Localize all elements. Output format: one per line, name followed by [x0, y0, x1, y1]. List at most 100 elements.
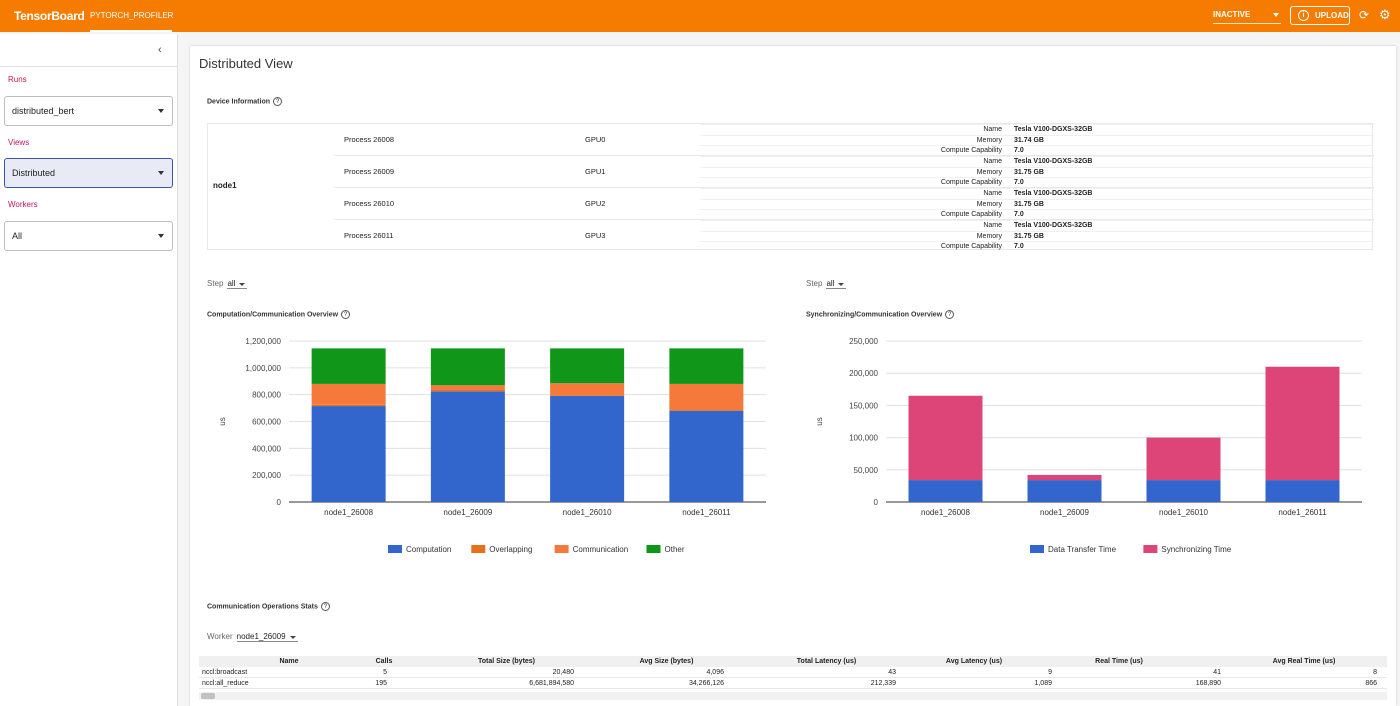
column-header[interactable]: Avg Real Time (us) — [1272, 658, 1336, 665]
device-memory-row: Memory 31.75 GB — [700, 166, 1374, 178]
x-tick-label: node1_26008 — [324, 508, 373, 517]
worker-value: node1_26009 — [236, 632, 298, 642]
help-icon[interactable]: ? — [341, 310, 351, 319]
table-cell: 4,096 — [706, 669, 724, 676]
help-icon[interactable]: ? — [320, 602, 330, 611]
legend-label: Communication — [573, 545, 629, 554]
memory-key: Memory — [976, 200, 1002, 208]
memory-key: Memory — [976, 168, 1002, 176]
memory-value: 31.75 GB — [1014, 168, 1044, 176]
device-memory-row: Memory 31.74 GB — [700, 134, 1374, 146]
scrollbar-thumb[interactable] — [201, 693, 215, 699]
plugin-status-select[interactable]: INACTIVE — [1213, 9, 1281, 24]
name-key: Name — [983, 222, 1002, 229]
memory-key: Memory — [976, 232, 1002, 240]
table-cell: nccl:all_reduce — [202, 680, 249, 687]
y-tick-label: 250,000 — [849, 337, 878, 346]
x-tick-label: node1_26011 — [682, 508, 731, 517]
help-icon[interactable]: ? — [945, 310, 955, 319]
bar-segment — [1265, 480, 1340, 502]
x-tick-label: node1_26008 — [921, 508, 970, 517]
column-header[interactable]: Calls — [375, 658, 393, 665]
name-key: Name — [983, 126, 1002, 133]
views-select[interactable]: Distributed — [4, 158, 173, 188]
table-cell: 1,089 — [1034, 680, 1052, 687]
legend-swatch — [1143, 545, 1158, 553]
worker-label: Worker — [207, 632, 233, 641]
y-tick-label: 0 — [277, 498, 282, 507]
column-header[interactable]: Avg Size (bytes) — [639, 658, 694, 665]
legend-label: Data Transfer Time — [1048, 545, 1117, 554]
device-memory-row: Memory 31.75 GB — [700, 198, 1374, 210]
views-select-value: Distributed — [12, 168, 56, 178]
bar-segment — [311, 348, 386, 384]
table-cell: 168,890 — [1195, 680, 1221, 687]
device-row: Process 26008 GPU0 Name Tesla V100-DGXS-32G… — [334, 124, 1374, 156]
table-cell: 212,339 — [870, 680, 896, 687]
bar-segment — [311, 404, 386, 407]
step-label: Step — [806, 279, 823, 288]
column-header[interactable]: Name — [279, 658, 299, 665]
chevron-down-icon — [1273, 13, 1279, 17]
bar-segment — [669, 410, 744, 502]
device-compute-row: Compute Capability 7.0 — [700, 209, 1374, 220]
column-header[interactable]: Total Latency (us) — [796, 658, 857, 665]
memory-value: 31.74 GB — [1014, 136, 1044, 144]
legend-label: Computation — [406, 545, 451, 554]
upload-button[interactable]: i UPLOAD — [1290, 6, 1350, 25]
y-axis-label: us — [815, 417, 824, 425]
legend-swatch — [388, 545, 402, 553]
y-tick-label: 400,000 — [252, 444, 281, 453]
app-brand[interactable]: TensorBoard — [14, 9, 85, 23]
page-title: Distributed View — [199, 56, 293, 71]
step-label: Step — [207, 279, 224, 288]
chevron-down-icon — [158, 234, 164, 238]
y-axis-label: us — [218, 417, 227, 425]
chevron-left-icon[interactable]: ‹ — [158, 44, 162, 56]
column-header[interactable]: Real Time (us) — [1095, 658, 1143, 665]
x-tick-label: node1_26009 — [443, 508, 492, 517]
bar-segment — [1027, 474, 1102, 481]
worker-selector[interactable]: Worker node1_26009 — [207, 632, 298, 642]
bar-segment — [669, 383, 744, 410]
y-tick-label: 800,000 — [252, 391, 281, 400]
legend-swatch — [646, 545, 661, 553]
legend-swatch — [554, 545, 569, 553]
name-value: Tesla V100-DGXS-32GB — [1014, 158, 1093, 165]
y-tick-label: 1,200,000 — [245, 337, 281, 346]
step-selector-right[interactable]: Step all — [806, 279, 847, 289]
table-cell: 866 — [1365, 680, 1377, 687]
column-header[interactable]: Total Size (bytes) — [477, 658, 536, 665]
workers-select[interactable]: All — [4, 221, 173, 251]
gear-icon[interactable]: ⚙ — [1379, 7, 1391, 22]
bar-segment — [550, 348, 625, 384]
table-cell: 5 — [383, 669, 387, 676]
bar-segment — [1146, 437, 1221, 481]
table-cell: 43 — [888, 669, 896, 676]
gpu-id: GPU0 — [585, 135, 606, 144]
device-name-row: Name Tesla V100-DGXS-32GB — [700, 220, 1374, 231]
step-selector-left[interactable]: Step all — [207, 279, 248, 289]
bar-segment — [430, 385, 505, 390]
tab-pytorch-profiler[interactable]: PYTORCH_PROFILER — [90, 11, 174, 20]
y-tick-label: 200,000 — [849, 369, 878, 378]
device-memory-row: Memory 31.75 GB — [700, 230, 1374, 242]
horizontal-scrollbar[interactable] — [199, 692, 1387, 700]
legend-label: Other — [665, 545, 685, 554]
bar-segment — [1146, 480, 1221, 502]
runs-select[interactable]: distributed_bert — [4, 96, 173, 126]
divider — [0, 66, 178, 67]
name-key: Name — [983, 190, 1002, 197]
device-name-row: Name Tesla V100-DGXS-32GB — [700, 156, 1374, 167]
comm-ops-stats-title: Communication Operations Stats? — [207, 602, 330, 611]
process-id: Process 26010 — [344, 199, 395, 208]
memory-value: 31.75 GB — [1014, 200, 1044, 208]
comm-ops-stats-title-text: Communication Operations Stats — [207, 603, 318, 611]
refresh-icon[interactable]: ⟳ — [1359, 8, 1370, 22]
x-tick-label: node1_26010 — [563, 508, 612, 517]
help-icon[interactable]: ? — [273, 97, 283, 106]
distributed-view-card: Distributed View Device Information? nod… — [190, 46, 1396, 706]
sync-overview-title: Synchronizing/Communication Overview? — [806, 310, 955, 319]
device-info-title-text: Device Information — [207, 98, 271, 106]
column-header[interactable]: Avg Latency (us) — [945, 658, 1003, 665]
